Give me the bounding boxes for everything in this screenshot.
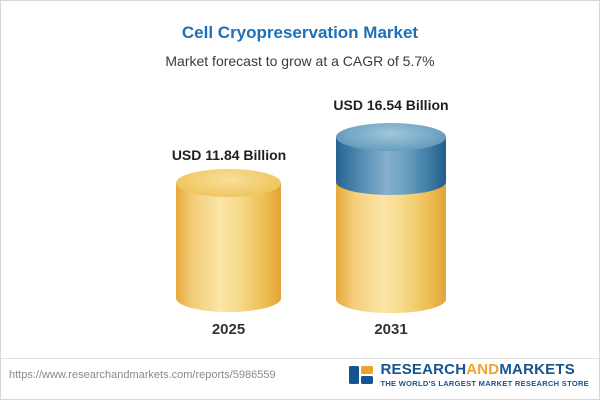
bar-2031-base-segment: [336, 183, 446, 313]
chart-title: Cell Cryopreservation Market: [181, 23, 419, 42]
chart-subtitle: Market forecast to grow at a CAGR of 5.7…: [165, 53, 435, 69]
x-axis-label-2025: 2025: [211, 321, 246, 338]
bar-2025-top-ellipse: [176, 169, 281, 197]
bar-2025-body: [176, 183, 281, 312]
brand-wordmark: RESEARCHANDMARKETS: [380, 361, 575, 379]
brand-logo[interactable]: RESEARCHANDMARKETS THE WORLD'S LARGEST M…: [348, 361, 589, 388]
report-url-link[interactable]: https://www.researchandmarkets.com/repor…: [9, 369, 276, 381]
logo-text-block: RESEARCHANDMARKETS THE WORLD'S LARGEST M…: [380, 361, 589, 388]
value-label-2025: USD 11.84 Billion: [171, 147, 287, 163]
footer-divider: [1, 358, 599, 359]
brand-word-research: RESEARCH: [380, 361, 467, 379]
bar-2031-top-ellipse: [336, 123, 446, 151]
bar-cylinder-2031: [336, 123, 446, 313]
brand-tagline: THE WORLD'S LARGEST MARKET RESEARCH STOR…: [380, 378, 589, 388]
bar-cylinder-2025: [176, 169, 281, 312]
value-label-2031: USD 16.54 Billion: [333, 97, 449, 113]
research-and-markets-icon: [349, 366, 374, 384]
brand-word-and: AND: [466, 361, 500, 379]
x-axis-label-2031: 2031: [374, 321, 408, 338]
brand-word-markets: MARKETS: [499, 361, 575, 379]
